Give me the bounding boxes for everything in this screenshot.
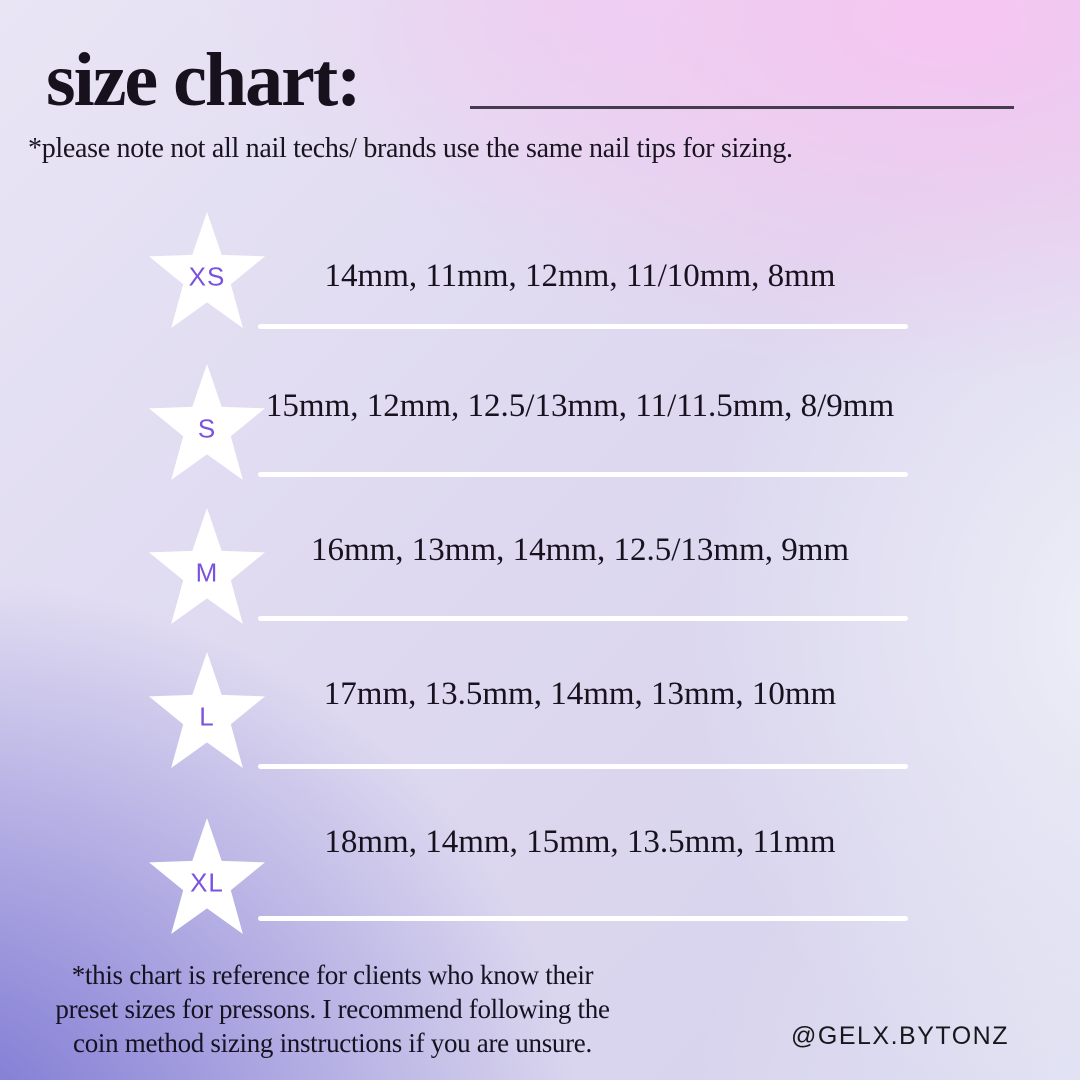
row-underline (258, 324, 908, 329)
star-badge: M (146, 508, 268, 626)
star-badge: XS (146, 212, 268, 330)
size-row-xl: XL 18mm, 14mm, 15mm, 13.5mm, 11mm (0, 800, 1080, 950)
subtitle-note: *please note not all nail techs/ brands … (28, 133, 793, 164)
star-icon (148, 364, 266, 481)
measurements-text: 15mm, 12mm, 12.5/13mm, 11/11.5mm, 8/9mm (265, 388, 895, 424)
star-icon (148, 212, 266, 329)
size-label: XS (188, 261, 226, 292)
star-badge: L (146, 652, 268, 770)
size-row-s: S 15mm, 12mm, 12.5/13mm, 11/11.5mm, 8/9m… (0, 364, 1080, 514)
measurements-text: 17mm, 13.5mm, 14mm, 13mm, 10mm (323, 676, 837, 712)
measurements-text: 18mm, 14mm, 15mm, 13.5mm, 11mm (324, 824, 836, 860)
instagram-handle: @GELX.BYTONZ (791, 1022, 1009, 1050)
row-underline (258, 916, 908, 921)
footnote-line: coin method sizing instructions if you a… (73, 1028, 592, 1058)
footnote: *this chart is reference for clients who… (25, 958, 640, 1060)
star-badge: XL (146, 818, 268, 936)
measurements-text: 16mm, 13mm, 14mm, 12.5/13mm, 9mm (310, 532, 850, 568)
star-icon (148, 508, 266, 625)
size-label: XL (190, 867, 224, 898)
size-label: M (195, 557, 219, 588)
footnote-line: preset sizes for pressons. I recommend f… (55, 994, 610, 1024)
row-underline (258, 472, 908, 477)
star-badge: S (146, 364, 268, 482)
header-divider-line (470, 106, 1014, 109)
size-row-l: L 17mm, 13.5mm, 14mm, 13mm, 10mm (0, 652, 1080, 802)
row-underline (258, 616, 908, 621)
size-row-m: M 16mm, 13mm, 14mm, 12.5/13mm, 9mm (0, 508, 1080, 658)
size-label: S (197, 413, 217, 444)
star-icon (148, 818, 266, 935)
page-title: size chart: (46, 38, 362, 122)
star-icon (148, 652, 266, 769)
row-underline (258, 764, 908, 769)
footnote-line: *this chart is reference for clients who… (71, 960, 594, 990)
size-row-xs: XS 14mm, 11mm, 12mm, 11/10mm, 8mm (0, 212, 1080, 362)
size-label: L (199, 701, 215, 732)
measurements-text: 14mm, 11mm, 12mm, 11/10mm, 8mm (324, 258, 836, 294)
